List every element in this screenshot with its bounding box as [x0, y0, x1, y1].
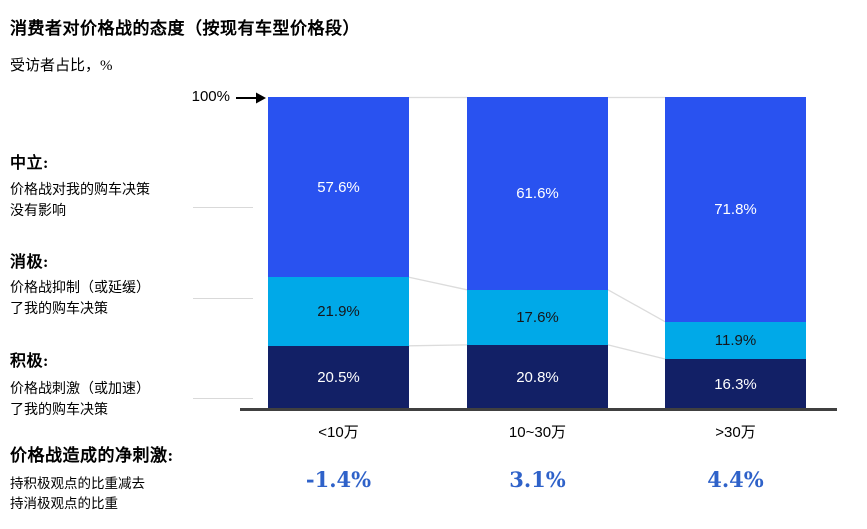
bar-segment-label: 11.9%	[714, 331, 757, 349]
bar-3: 71.8% 11.9% 16.3%	[665, 97, 806, 410]
connector-line	[408, 344, 468, 347]
bar-segment-label: 61.6%	[516, 184, 559, 202]
bar-segment-negative: 11.9%	[665, 321, 806, 359]
connector-line	[408, 276, 468, 291]
net-value: 3.1%	[509, 467, 566, 492]
legend-connector-line	[193, 398, 253, 399]
bar-segment-negative: 17.6%	[467, 289, 608, 345]
bar-segment-label: 57.6%	[317, 178, 360, 196]
legend-connector-line	[193, 298, 253, 299]
x-axis-line	[240, 408, 837, 411]
bar-segment-positive: 20.8%	[467, 344, 608, 410]
bar-segment-label: 20.5%	[317, 369, 360, 387]
bar-segment-neutral: 57.6%	[268, 97, 409, 278]
net-value: 4.4%	[707, 467, 764, 492]
legend-desc-line: 价格战对我的购车决策	[10, 183, 150, 198]
bar-segment-neutral: 61.6%	[467, 97, 608, 290]
bar-2: 61.6% 17.6% 20.8%	[467, 97, 608, 410]
legend-desc-line: 没有影响	[10, 204, 66, 219]
legend-connector-line	[193, 207, 253, 208]
x-axis-label: 10~30万	[508, 424, 567, 441]
legend-desc-line: 了我的购车决策	[10, 302, 108, 317]
connector-line	[607, 289, 666, 323]
bar-segment-negative: 21.9%	[268, 277, 409, 346]
legend-desc-positive: 价格战刺激（或加速） 了我的购车决策	[10, 379, 195, 421]
bar-segment-label: 16.3%	[714, 375, 757, 393]
net-value: -1.4%	[305, 467, 372, 492]
bar-segment-positive: 16.3%	[665, 358, 806, 410]
connector-line	[607, 344, 666, 360]
bar-1: 57.6% 21.9% 20.5%	[268, 97, 409, 410]
net-section-desc: 持积极观点的比重减去 持消极观点的比重	[10, 474, 220, 514]
legend-desc-line: 了我的购车决策	[10, 403, 108, 418]
chart-title: 消费者对价格战的态度（按现有车型价格段）	[10, 19, 360, 38]
chart-subtitle: 受访者占比，%	[10, 58, 113, 74]
bar-segment-neutral: 71.8%	[665, 97, 806, 322]
net-section-heading: 价格战造成的净刺激:	[10, 446, 174, 465]
legend-desc-neutral: 价格战对我的购车决策 没有影响	[10, 180, 195, 222]
x-axis-label: >30万	[715, 424, 756, 441]
legend-heading-neutral: 中立:	[10, 155, 49, 172]
x-axis-label: <10万	[318, 424, 359, 441]
y-axis-100-label: 100%	[191, 88, 230, 105]
bar-segment-label: 21.9%	[317, 303, 360, 321]
bar-segment-label: 20.8%	[516, 368, 559, 386]
net-desc-line: 持积极观点的比重减去	[10, 476, 145, 491]
legend-desc-line: 价格战刺激（或加速）	[10, 382, 150, 397]
net-desc-line: 持消极观点的比重	[10, 496, 118, 511]
bar-segment-label: 17.6%	[516, 308, 559, 326]
legend-desc-negative: 价格战抑制（或延缓） 了我的购车决策	[10, 278, 195, 320]
legend-heading-positive: 积极:	[10, 353, 49, 370]
bar-segment-positive: 20.5%	[268, 345, 409, 410]
legend-heading-negative: 消极:	[10, 254, 49, 271]
legend-desc-line: 价格战抑制（或延缓）	[10, 281, 150, 296]
arrow-right-icon	[236, 92, 266, 104]
bar-segment-label: 71.8%	[714, 200, 757, 218]
